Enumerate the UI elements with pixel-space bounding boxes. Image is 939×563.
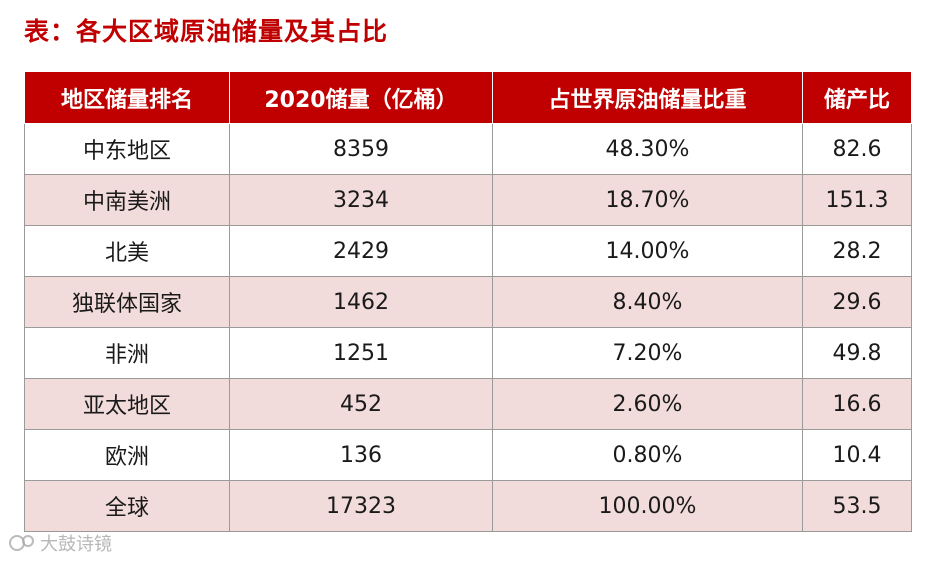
header-world-share: 占世界原油储量比重 xyxy=(492,71,803,124)
header-row: 地区储量排名 2020储量（亿桶） 占世界原油储量比重 储产比 xyxy=(24,71,912,124)
oil-reserves-table: 地区储量排名 2020储量（亿桶） 占世界原油储量比重 储产比 中东地区 835… xyxy=(24,71,912,532)
cell-region: 全球 xyxy=(24,480,230,532)
table-title: 表：各大区域原油储量及其占比 xyxy=(24,17,389,46)
table-row: 中南美洲 3234 18.70% 151.3 xyxy=(24,174,912,226)
cell-reserves: 2429 xyxy=(229,225,493,277)
cell-region: 非洲 xyxy=(24,327,230,379)
table-row: 欧洲 136 0.80% 10.4 xyxy=(24,429,912,481)
cell-reserves: 17323 xyxy=(229,480,493,532)
table-row: 全球 17323 100.00% 53.5 xyxy=(24,480,912,532)
watermark-logo-icon xyxy=(8,533,36,553)
cell-rp-ratio: 49.8 xyxy=(802,327,912,379)
cell-region: 中东地区 xyxy=(24,123,230,175)
cell-rp-ratio: 10.4 xyxy=(802,429,912,481)
cell-world-share: 0.80% xyxy=(492,429,803,481)
header-rp-ratio: 储产比 xyxy=(802,71,912,124)
cell-reserves: 8359 xyxy=(229,123,493,175)
table-row: 北美 2429 14.00% 28.2 xyxy=(24,225,912,277)
table-row: 亚太地区 452 2.60% 16.6 xyxy=(24,378,912,430)
cell-world-share: 8.40% xyxy=(492,276,803,328)
cell-region: 欧洲 xyxy=(24,429,230,481)
cell-rp-ratio: 151.3 xyxy=(802,174,912,226)
header-reserves: 2020储量（亿桶） xyxy=(229,71,493,124)
cell-region: 独联体国家 xyxy=(24,276,230,328)
table-row: 中东地区 8359 48.30% 82.6 xyxy=(24,123,912,175)
cell-world-share: 7.20% xyxy=(492,327,803,379)
cell-region: 亚太地区 xyxy=(24,378,230,430)
cell-reserves: 1251 xyxy=(229,327,493,379)
cell-world-share: 48.30% xyxy=(492,123,803,175)
cell-world-share: 100.00% xyxy=(492,480,803,532)
cell-reserves: 452 xyxy=(229,378,493,430)
cell-region: 中南美洲 xyxy=(24,174,230,226)
watermark-text: 大鼓诗镜 xyxy=(40,534,112,555)
table-row: 独联体国家 1462 8.40% 29.6 xyxy=(24,276,912,328)
cell-reserves: 3234 xyxy=(229,174,493,226)
table-row: 非洲 1251 7.20% 49.8 xyxy=(24,327,912,379)
cell-world-share: 18.70% xyxy=(492,174,803,226)
cell-reserves: 1462 xyxy=(229,276,493,328)
cell-reserves: 136 xyxy=(229,429,493,481)
cell-rp-ratio: 53.5 xyxy=(802,480,912,532)
cell-world-share: 14.00% xyxy=(492,225,803,277)
cell-rp-ratio: 28.2 xyxy=(802,225,912,277)
cell-rp-ratio: 82.6 xyxy=(802,123,912,175)
cell-world-share: 2.60% xyxy=(492,378,803,430)
cell-rp-ratio: 16.6 xyxy=(802,378,912,430)
cell-region: 北美 xyxy=(24,225,230,277)
watermark: 大鼓诗镜 xyxy=(8,530,112,556)
header-region: 地区储量排名 xyxy=(24,71,230,124)
cell-rp-ratio: 29.6 xyxy=(802,276,912,328)
